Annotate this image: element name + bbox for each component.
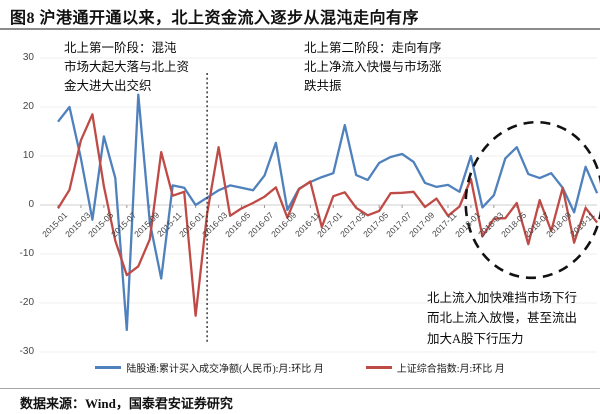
footer-divider-rule	[0, 388, 600, 389]
y-axis-label: 20	[22, 101, 34, 112]
annotation-phase2: 北上第二阶段：走向有序 北上净流入快慢与市场涨 跌共振	[304, 41, 442, 93]
title-divider-rule	[0, 28, 600, 30]
y-axis-label: -30	[19, 346, 34, 357]
y-axis-label: -10	[19, 248, 34, 259]
legend-item-northbound: 陆股通:累计买入成交净额(人民币):月:环比 月	[95, 360, 324, 375]
legend-item-index: 上证综合指数:月:环比 月	[365, 360, 505, 375]
chart-title: 图8 沪港通开通以来，北上资金流入逐步从混沌走向有序	[10, 10, 420, 27]
legend: 陆股通:累计买入成交净额(人民币):月:环比 月 上证综合指数:月:环比 月	[0, 360, 600, 375]
legend-label-northbound: 陆股通:累计买入成交净额(人民币):月:环比 月	[126, 364, 324, 375]
annotation-downside-note: 北上流入加快难挡市场下行 而北上流入放慢，甚至流出 加大A股下行压力	[427, 291, 578, 346]
legend-marker-blue-line	[95, 366, 122, 369]
legend-marker-red-line	[365, 366, 392, 369]
series-line-northbound	[57, 93, 599, 332]
y-axis-label: -20	[19, 297, 34, 308]
data-source-note: 数据来源：Wind，国泰君安证券研究	[20, 396, 233, 411]
highlight-dashed-ellipse	[464, 120, 600, 280]
y-axis-label: 10	[22, 150, 34, 161]
legend-label-index: 上证综合指数:月:环比 月	[396, 364, 505, 375]
series-line-index	[57, 113, 599, 317]
annotation-phase1: 北上第一阶段：混沌 市场大起大落与北上资 金大进大出交织	[64, 41, 190, 93]
y-axis-label: 0	[28, 199, 34, 210]
y-axis-label: 30	[22, 52, 34, 63]
